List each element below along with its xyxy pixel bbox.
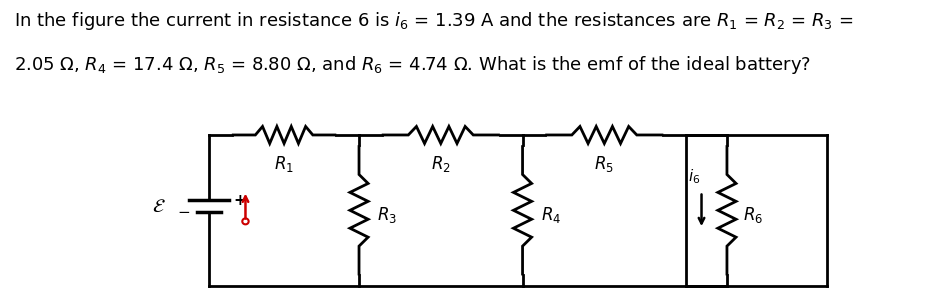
Text: $R_4$: $R_4$ bbox=[540, 205, 561, 225]
Text: $\mathcal{E}$: $\mathcal{E}$ bbox=[152, 197, 166, 216]
Text: $R_1$: $R_1$ bbox=[274, 154, 294, 174]
Text: −: − bbox=[177, 205, 190, 219]
Text: $R_2$: $R_2$ bbox=[431, 154, 451, 174]
Text: $R_6$: $R_6$ bbox=[743, 205, 764, 225]
Text: +: + bbox=[234, 193, 247, 208]
Text: $i_6$: $i_6$ bbox=[688, 168, 701, 186]
Text: $R_5$: $R_5$ bbox=[594, 154, 615, 174]
Text: $R_3$: $R_3$ bbox=[377, 205, 398, 225]
Text: 2.05 Ω, $R_4$ = 17.4 Ω, $R_5$ = 8.80 Ω, and $R_6$ = 4.74 Ω. What is the emf of t: 2.05 Ω, $R_4$ = 17.4 Ω, $R_5$ = 8.80 Ω, … bbox=[14, 54, 811, 76]
Text: In the figure the current in resistance 6 is $i_6$ = 1.39 A and the resistances : In the figure the current in resistance … bbox=[14, 10, 853, 32]
